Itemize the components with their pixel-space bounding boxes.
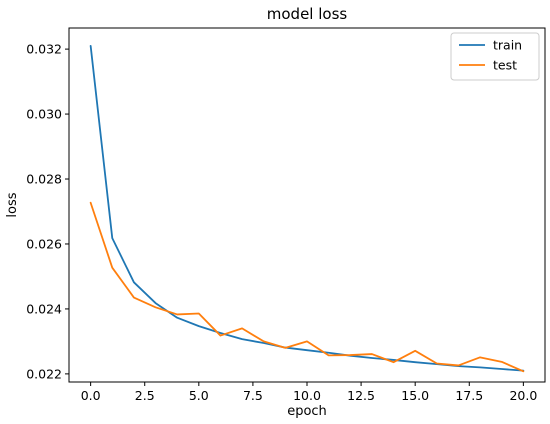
legend: train test [450, 32, 540, 81]
y-tick-label: 0.032 [26, 42, 62, 57]
legend-label-train: train [493, 38, 522, 53]
y-tick-label: 0.030 [26, 107, 62, 122]
legend-label-test: test [493, 58, 517, 73]
x-tick-label: 0.0 [81, 388, 101, 403]
chart-title: model loss [267, 5, 348, 23]
y-tick-label: 0.022 [26, 366, 62, 381]
x-axis: 0.0 2.5 5.0 7.5 10.0 12.5 15.0 17.5 20.0 [81, 382, 537, 403]
plot-area [69, 28, 545, 382]
x-tick-label: 17.5 [455, 388, 483, 403]
series-line-test [89, 201, 525, 373]
y-tick-label: 0.024 [26, 301, 62, 316]
x-tick-label: 20.0 [509, 388, 537, 403]
x-tick-label: 7.5 [243, 388, 263, 403]
x-tick-label: 10.0 [293, 388, 321, 403]
y-axis-label: loss [5, 192, 20, 217]
plot-frame [68, 27, 546, 383]
x-axis-label: epoch [287, 404, 327, 419]
x-tick-label: 15.0 [401, 388, 429, 403]
y-tick-label: 0.026 [26, 236, 62, 251]
x-tick-label: 12.5 [347, 388, 375, 403]
y-tick-label: 0.028 [26, 172, 62, 187]
x-tick-label: 2.5 [135, 388, 155, 403]
series-lines [89, 44, 525, 373]
x-tick-label: 5.0 [189, 388, 209, 403]
y-axis: 0.022 0.024 0.026 0.028 0.030 0.032 [26, 42, 69, 381]
